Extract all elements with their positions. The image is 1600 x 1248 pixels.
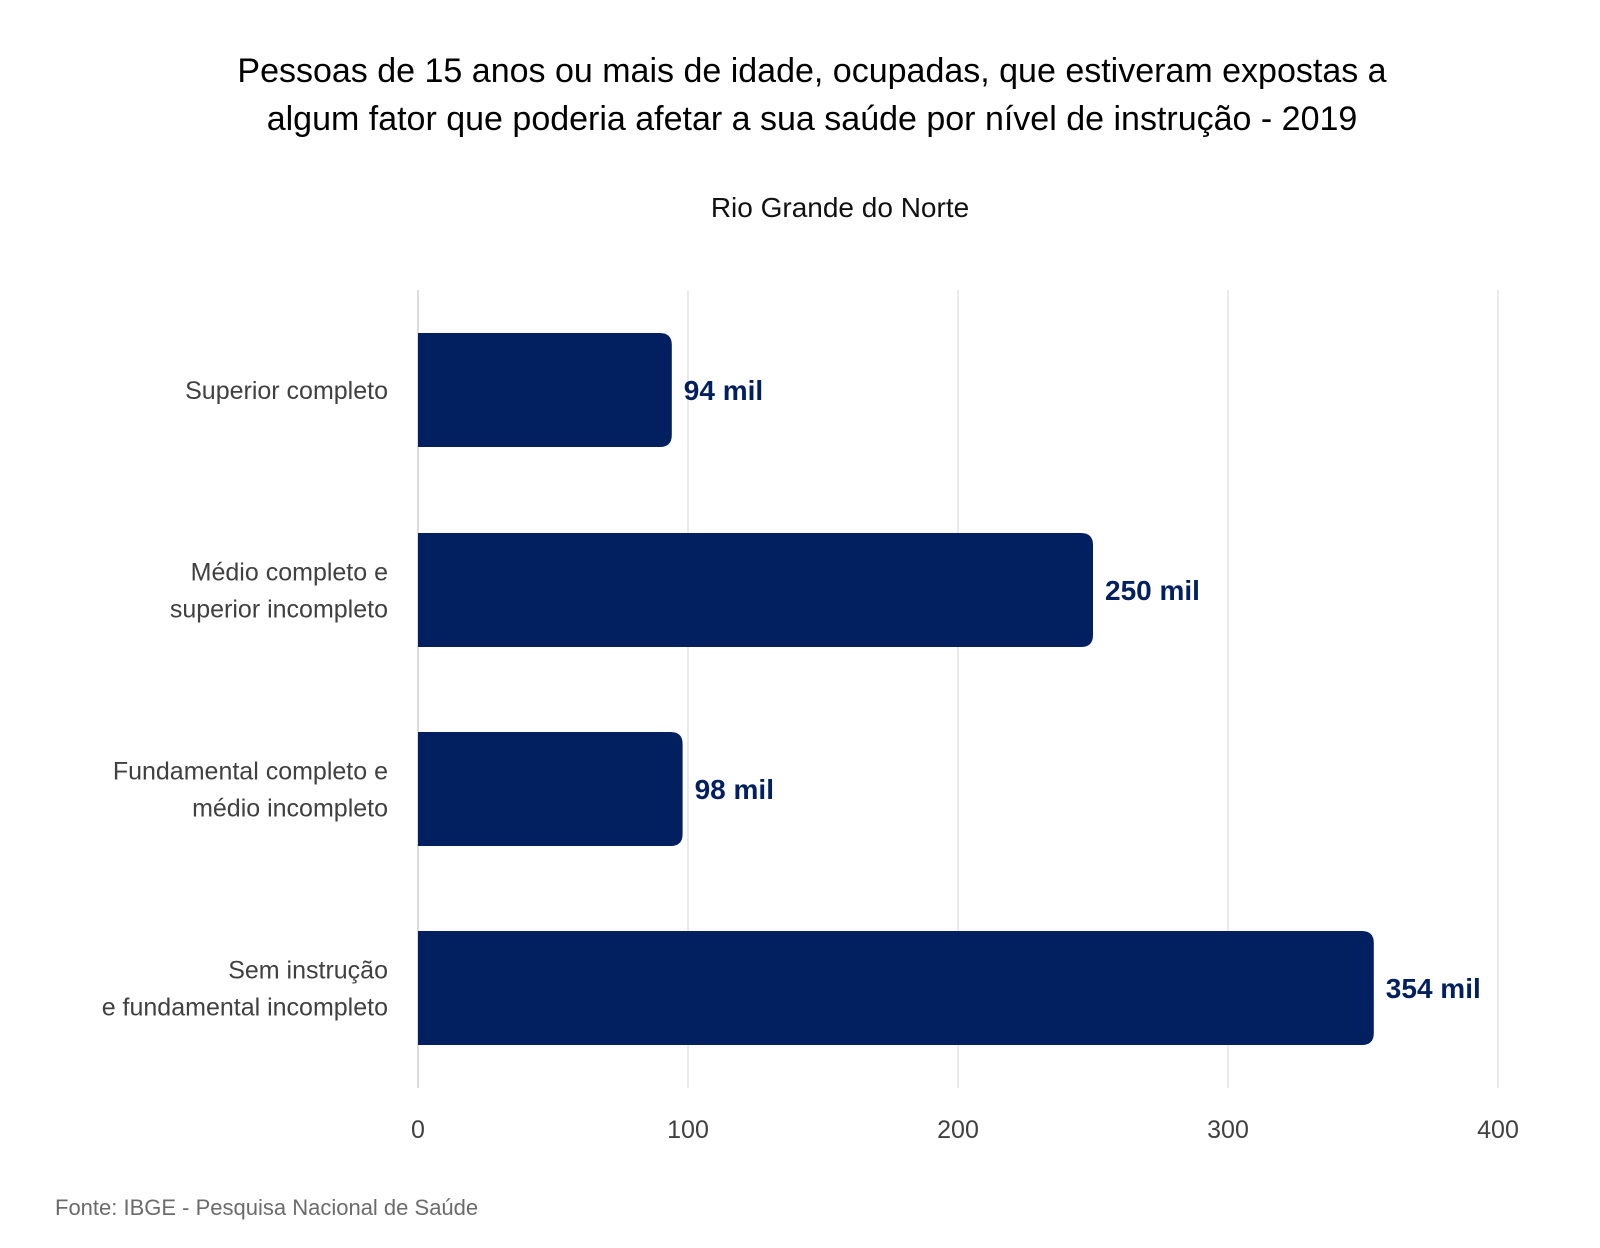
category-label-3: Fundamental completo e médio incompleto [113,758,388,823]
bar-4 [418,931,1374,1045]
bar-1 [418,333,672,447]
value-label-1: 94 mil [684,375,763,406]
chart-title-line-2: algum fator que poderia afetar a sua saú… [267,100,1358,138]
x-tick-label-300: 300 [1207,1116,1249,1144]
category-label-line: médio incompleto [192,795,388,823]
category-label-line: Sem instrução [228,957,388,985]
source-note: Fonte: IBGE - Pesquisa Nacional de Saúde [55,1195,478,1220]
bar-2 [418,533,1093,647]
chart-subtitle: Rio Grande do Norte [711,192,969,223]
x-tick-label-200: 200 [937,1116,979,1144]
category-label-1: Superior completo [185,377,388,405]
bar-3 [418,732,683,846]
value-label-4: 354 mil [1386,973,1481,1004]
category-labels: Superior completo Médio completo e superio… [102,377,388,1022]
bars [418,333,1374,1045]
category-label-line: Fundamental completo e [113,758,388,786]
category-label-line: e fundamental incompleto [102,994,388,1022]
value-label-2: 250 mil [1105,575,1200,606]
x-tick-label-0: 0 [411,1116,425,1144]
chart-title-line-1: Pessoas de 15 anos ou mais de idade, ocu… [237,52,1386,90]
category-label-line: Médio completo e [191,559,388,587]
category-label-line: Superior completo [185,377,388,405]
x-tick-label-400: 400 [1477,1116,1519,1144]
category-label-2: Médio completo e superior incompleto [170,559,388,624]
x-tick-label-100: 100 [667,1116,709,1144]
chart-title: Pessoas de 15 anos ou mais de idade, ocu… [237,52,1386,138]
category-label-4: Sem instrução e fundamental incompleto [102,957,388,1022]
category-label-line: superior incompleto [170,596,388,624]
value-label-3: 98 mil [695,774,774,805]
value-labels: 94 mil 250 mil 98 mil 354 mil [684,375,1481,1004]
x-axis-ticks: 0 100 200 300 400 [411,1116,1519,1144]
